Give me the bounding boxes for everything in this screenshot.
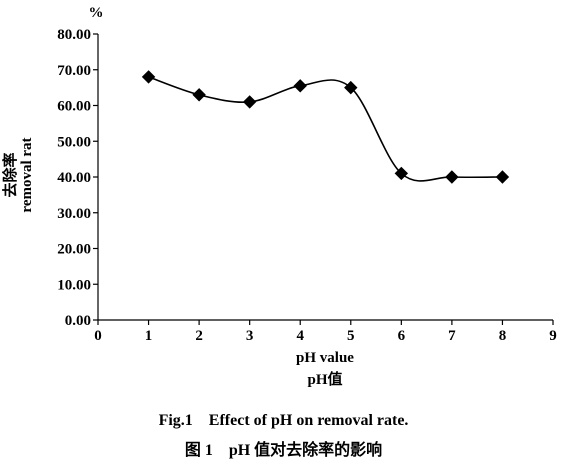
data-point-marker bbox=[495, 170, 510, 184]
y-tick-label: 30.00 bbox=[57, 206, 91, 222]
data-point-marker bbox=[242, 95, 257, 109]
x-tick-label: 3 bbox=[246, 328, 254, 344]
data-point-marker bbox=[394, 166, 409, 181]
x-tick-label: 4 bbox=[296, 328, 304, 344]
y-tick-label: 20.00 bbox=[57, 242, 91, 258]
x-tick-label: 9 bbox=[549, 328, 557, 344]
y-axis-label-cn: 去除率 bbox=[1, 152, 19, 197]
x-tick-label: 1 bbox=[145, 328, 153, 344]
y-tick-label: 0.00 bbox=[65, 313, 91, 329]
figure-caption-en: Fig.1 Effect of pH on removal rate. bbox=[158, 412, 409, 429]
x-axis-label-cn: pH值 bbox=[307, 370, 342, 388]
chart: 0.00 10.00 20.00 30.00 40.00 50.00 60.00 70.00 8… bbox=[1, 5, 557, 388]
x-tick-label: 5 bbox=[347, 328, 355, 344]
data-point-marker bbox=[445, 170, 459, 184]
series-line bbox=[148, 76, 503, 182]
x-tick-label: 2 bbox=[195, 328, 203, 344]
data-point-marker bbox=[293, 79, 307, 93]
data-point-marker bbox=[141, 70, 156, 84]
x-axis-label: pH value bbox=[296, 350, 354, 366]
y-tick-label: 80.00 bbox=[57, 27, 91, 43]
figure-caption-cn: 图 1 pH 值对去除率的影响 bbox=[184, 442, 383, 459]
y-tick-label: 60.00 bbox=[57, 99, 91, 115]
y-tick-label: 50.00 bbox=[57, 134, 91, 150]
y-tick-label: 10.00 bbox=[57, 277, 91, 293]
x-tick-label: 6 bbox=[398, 328, 406, 344]
x-axis-ticks: 0 1 2 3 4 5 6 7 8 9 bbox=[94, 320, 557, 344]
data-point-marker bbox=[192, 88, 206, 102]
data-markers bbox=[141, 70, 510, 184]
x-tick-label: 0 bbox=[94, 328, 102, 344]
x-tick-label: 8 bbox=[499, 328, 507, 344]
y-axis-ticks: 0.00 10.00 20.00 30.00 40.00 50.00 60.00 70.00 8… bbox=[57, 27, 98, 329]
y-axis-label: removal rat bbox=[19, 137, 35, 212]
y-tick-label: 40.00 bbox=[57, 170, 91, 186]
y-tick-label: 70.00 bbox=[57, 63, 91, 79]
y-unit-label: % bbox=[89, 5, 104, 21]
x-tick-label: 7 bbox=[448, 328, 456, 344]
data-point-marker bbox=[344, 80, 358, 95]
